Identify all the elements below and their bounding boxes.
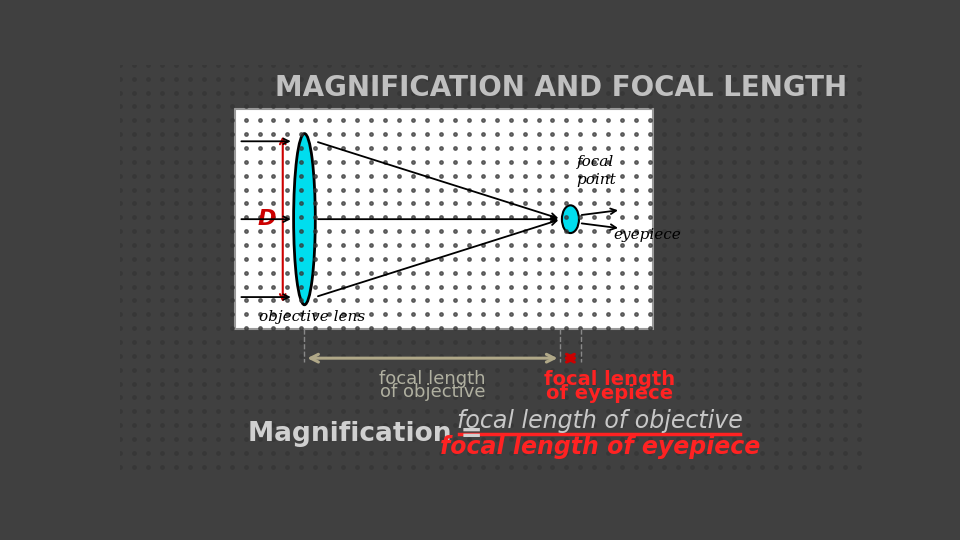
Text: D: D — [258, 209, 276, 229]
Ellipse shape — [562, 205, 579, 233]
Bar — [234, 110, 653, 329]
Text: focal length of eyepiece: focal length of eyepiece — [440, 435, 760, 460]
Text: focal length: focal length — [379, 370, 486, 388]
Text: of eyepiece: of eyepiece — [545, 384, 673, 403]
Text: focal length of objective: focal length of objective — [457, 409, 743, 433]
Text: focal length: focal length — [543, 370, 675, 389]
Text: focal
point: focal point — [577, 155, 616, 187]
Text: MAGNIFICATION AND FOCAL LENGTH: MAGNIFICATION AND FOCAL LENGTH — [275, 74, 847, 102]
Text: eyepiece: eyepiece — [613, 227, 681, 241]
Text: objective lens: objective lens — [259, 310, 366, 325]
Text: Magnification =: Magnification = — [248, 421, 492, 448]
Text: of objective: of objective — [379, 383, 485, 401]
Ellipse shape — [294, 133, 315, 305]
